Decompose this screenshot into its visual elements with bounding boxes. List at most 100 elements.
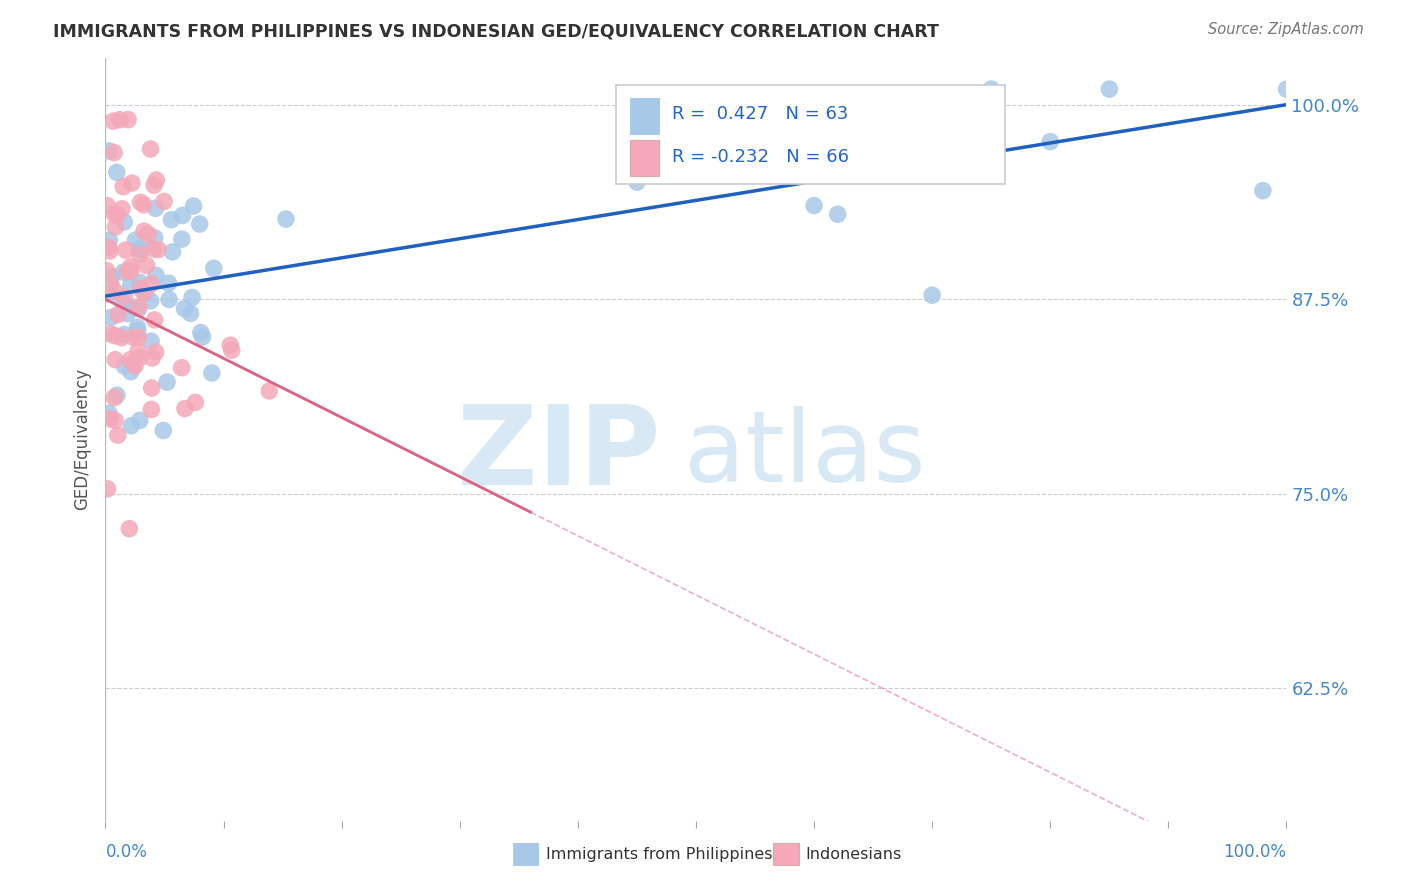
Point [98, 233, 121, 247]
Point [143, 231, 166, 245]
Point [103, 207, 125, 221]
Point [173, 301, 195, 316]
Point [129, 242, 152, 256]
Point [153, 194, 176, 209]
Point [112, 179, 135, 194]
Point [141, 402, 163, 417]
Point [744, 103, 766, 118]
Text: IMMIGRANTS FROM PHILIPPINES VS INDONESIAN GED/EQUIVALENCY CORRELATION CHART: IMMIGRANTS FROM PHILIPPINES VS INDONESIA… [53, 22, 939, 40]
Point [162, 244, 184, 259]
Point [124, 233, 146, 247]
Point [135, 259, 157, 273]
Point [157, 293, 180, 307]
Point [120, 264, 142, 278]
Point [104, 219, 127, 234]
Bar [630, 97, 659, 134]
Point [104, 285, 127, 299]
Text: 0.0%: 0.0% [105, 843, 148, 861]
Point [152, 424, 174, 438]
Point [274, 212, 297, 227]
Point [1251, 184, 1274, 198]
Point [120, 365, 142, 379]
Point [114, 243, 136, 257]
Point [127, 320, 149, 334]
Point [139, 334, 162, 348]
Point [101, 114, 124, 128]
Point [141, 351, 163, 365]
Point [105, 388, 128, 402]
Point [121, 176, 143, 190]
Point [96, 263, 118, 277]
Point [122, 330, 145, 344]
Point [897, 168, 920, 182]
Point [143, 178, 166, 193]
Point [104, 352, 127, 367]
Point [188, 217, 211, 231]
Point [100, 268, 122, 283]
Point [117, 112, 139, 127]
Point [201, 366, 224, 380]
Point [103, 145, 125, 160]
Text: Indonesians: Indonesians [806, 847, 901, 862]
Point [141, 381, 163, 395]
Point [221, 343, 243, 358]
Point [120, 352, 142, 367]
Point [129, 195, 152, 210]
Text: Immigrants from Philippines: Immigrants from Philippines [546, 847, 772, 862]
Point [803, 198, 825, 212]
Point [172, 209, 194, 223]
Point [103, 391, 125, 405]
Point [827, 207, 849, 221]
Point [127, 331, 149, 345]
Point [862, 145, 884, 159]
Point [156, 375, 179, 389]
Point [181, 290, 204, 304]
Point [128, 301, 150, 316]
Point [111, 202, 134, 216]
Text: R =  0.427   N = 63: R = 0.427 N = 63 [672, 104, 849, 123]
Point [146, 243, 169, 257]
Point [98, 406, 121, 420]
Point [127, 343, 149, 358]
Point [190, 326, 212, 340]
Point [184, 395, 207, 409]
Point [145, 345, 167, 359]
Point [160, 212, 183, 227]
Point [120, 278, 142, 293]
Text: 100.0%: 100.0% [1223, 843, 1286, 861]
Point [136, 227, 159, 242]
Point [141, 277, 163, 291]
Point [1039, 135, 1062, 149]
Point [626, 175, 648, 189]
Point [183, 199, 205, 213]
Point [202, 261, 225, 276]
Point [110, 331, 132, 345]
Point [107, 428, 129, 442]
Point [98, 411, 121, 425]
Point [174, 401, 197, 416]
Point [139, 293, 162, 308]
Point [118, 522, 141, 536]
Point [117, 307, 139, 321]
Text: ZIP: ZIP [457, 401, 661, 508]
FancyBboxPatch shape [616, 85, 1005, 184]
Point [139, 142, 162, 156]
Point [105, 165, 128, 179]
Point [128, 276, 150, 290]
Point [97, 287, 120, 301]
Point [112, 215, 135, 229]
Point [219, 338, 242, 352]
Point [122, 301, 145, 315]
Point [107, 308, 129, 322]
Point [132, 285, 155, 300]
Point [105, 207, 128, 221]
Point [128, 247, 150, 261]
Point [112, 359, 135, 373]
Point [104, 328, 127, 343]
Point [108, 112, 131, 127]
Point [921, 288, 943, 302]
Point [104, 413, 127, 427]
Point [143, 313, 166, 327]
Point [117, 265, 139, 279]
Point [124, 359, 146, 373]
